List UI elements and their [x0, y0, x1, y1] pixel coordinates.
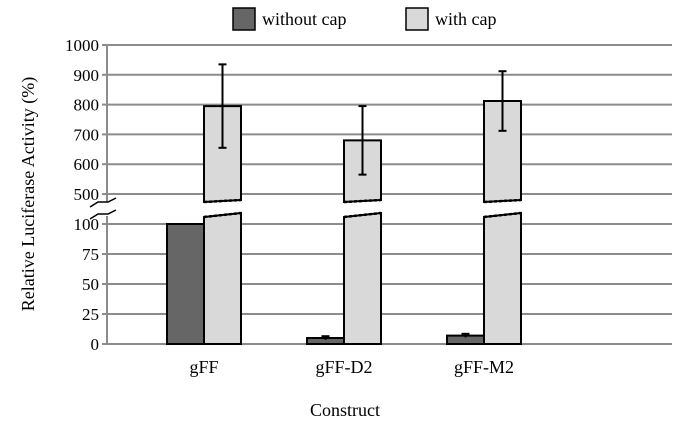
- y-tick-label-upper-5: 1000: [65, 36, 99, 55]
- legend-swatch-with-cap: [405, 7, 429, 31]
- legend-swatch-without-cap: [232, 7, 256, 31]
- bars: [166, 63, 522, 346]
- axis-break-mark-bottom: [89, 209, 117, 220]
- bar-break-upper-with-cap-gFF-M2: [483, 198, 522, 204]
- bar-break-lower-with-cap-gFF-M2: [483, 211, 522, 219]
- axis-break-mark-top: [89, 197, 117, 208]
- y-tick-label-upper-1: 600: [74, 155, 100, 174]
- bar-break-lower-with-cap-gFF-D2: [343, 211, 382, 219]
- y-tick-label-lower-1: 25: [82, 305, 99, 324]
- bar-break-upper-with-cap-gFF: [203, 198, 242, 204]
- y-tick-label-lower-3: 75: [82, 245, 99, 264]
- x-tick-label-2: gFF-M2: [454, 357, 514, 377]
- y-tick-label-lower-4: 100: [74, 215, 100, 234]
- bar-break-upper-with-cap-gFF-D2: [343, 198, 382, 204]
- axis-labels: 0 25 50 75 100 500 600 700 800 900 1000 gFF gFF-D2 gF…: [65, 36, 514, 377]
- y-tick-label-lower-0: 0: [91, 335, 100, 354]
- y-tick-label-upper-2: 700: [74, 125, 100, 144]
- bar-lower-with-cap-gFF-D2: [343, 211, 382, 345]
- bar-break-lower-with-cap-gFF: [203, 211, 242, 219]
- y-axis-title: Relative Luciferase Activity (%): [18, 77, 39, 311]
- y-tick-label-upper-0: 500: [74, 185, 100, 204]
- x-axis-title: Construct: [310, 400, 380, 420]
- y-tick-label-lower-2: 50: [82, 275, 99, 294]
- bar-lower-with-cap-gFF-M2: [483, 211, 522, 345]
- x-tick-label-1: gFF-D2: [315, 357, 372, 377]
- bar-lower-with-cap-gFF: [203, 211, 242, 345]
- legend: without cap with cap: [232, 7, 496, 31]
- legend-label-with-cap: with cap: [435, 9, 496, 29]
- legend-label-without-cap: without cap: [262, 9, 346, 29]
- bar-without-cap-gFF: [166, 223, 205, 345]
- x-tick-label-0: gFF: [189, 357, 218, 377]
- y-tick-label-upper-3: 800: [74, 96, 100, 115]
- y-tick-label-upper-4: 900: [74, 66, 100, 85]
